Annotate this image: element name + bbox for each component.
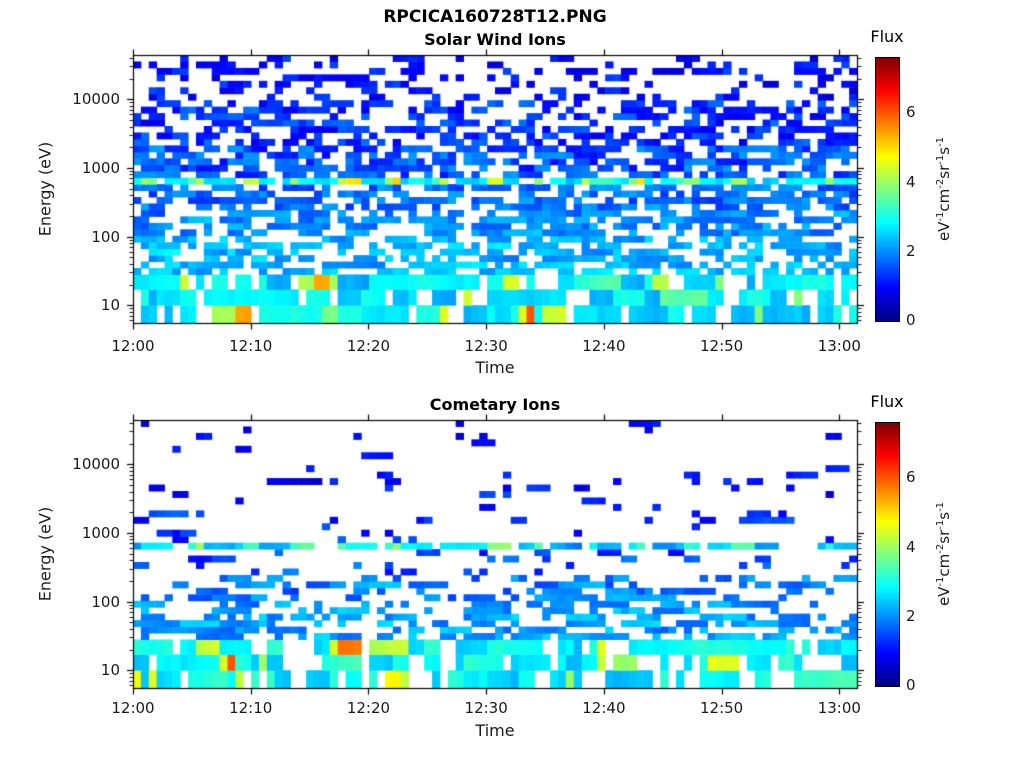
solar-wind-spectrogram [123, 45, 867, 343]
colorbar-title-top: Flux [870, 27, 904, 46]
cometary-ions-spectrogram [123, 410, 867, 708]
x-tick-label: 12:50 [699, 337, 744, 355]
colorbar-tick-label: 0 [906, 676, 916, 694]
colorbar-tick-label: 0 [906, 311, 916, 329]
colorbar-unit-label: eV-1cm-2sr-1s-1 [935, 136, 953, 242]
panel-title-solar-wind-ions: Solar Wind Ions [424, 30, 566, 49]
y-tick-label: 10000 [72, 455, 120, 474]
x-tick-label: 12:40 [582, 337, 626, 355]
energy-axis-label: Energy (eV) [35, 506, 55, 602]
colorbar-tick-label: 6 [906, 103, 916, 122]
colorbar-tick-label: 4 [906, 172, 916, 191]
colorbar-bottom [875, 422, 900, 687]
x-tick-label: 12:30 [464, 337, 508, 355]
colorbar-title-bottom: Flux [870, 392, 904, 411]
energy-axis-label: Energy (eV) [35, 141, 55, 237]
x-tick-label: 13:00 [817, 337, 861, 355]
colorbar-tick-label: 4 [906, 537, 916, 556]
y-tick-label: 1000 [81, 523, 120, 542]
x-tick-label: 12:00 [111, 337, 155, 355]
y-tick-label: 100 [91, 227, 120, 246]
colorbar-top [875, 57, 900, 322]
colorbar-tick-label: 2 [906, 241, 916, 260]
x-tick-label: 12:40 [582, 699, 626, 717]
y-tick-label: 10 [100, 661, 120, 680]
y-tick-label: 10 [100, 296, 120, 315]
x-tick-label: 12:50 [699, 699, 744, 717]
x-axis-label-bottom: Time [475, 721, 515, 740]
x-axis-label-top: Time [475, 358, 515, 377]
y-tick-label: 1000 [81, 158, 120, 177]
y-tick-label: 100 [91, 592, 120, 611]
x-tick-label: 12:20 [346, 699, 391, 717]
colorbar-tick-label: 2 [906, 606, 916, 625]
figure-title: RPCICA160728T12.PNG [383, 7, 607, 27]
colorbar-unit-label: eV-1cm-2sr-1s-1 [935, 501, 953, 607]
x-tick-label: 13:00 [817, 699, 861, 717]
x-tick-label: 12:10 [229, 699, 273, 717]
x-tick-label: 12:10 [229, 337, 273, 355]
x-tick-label: 12:30 [464, 699, 508, 717]
panel-title-cometary-ions: Cometary Ions [429, 395, 561, 414]
colorbar-tick-label: 6 [906, 468, 916, 487]
y-tick-label: 10000 [72, 90, 120, 109]
x-tick-label: 12:00 [111, 699, 155, 717]
x-tick-label: 12:20 [346, 337, 391, 355]
